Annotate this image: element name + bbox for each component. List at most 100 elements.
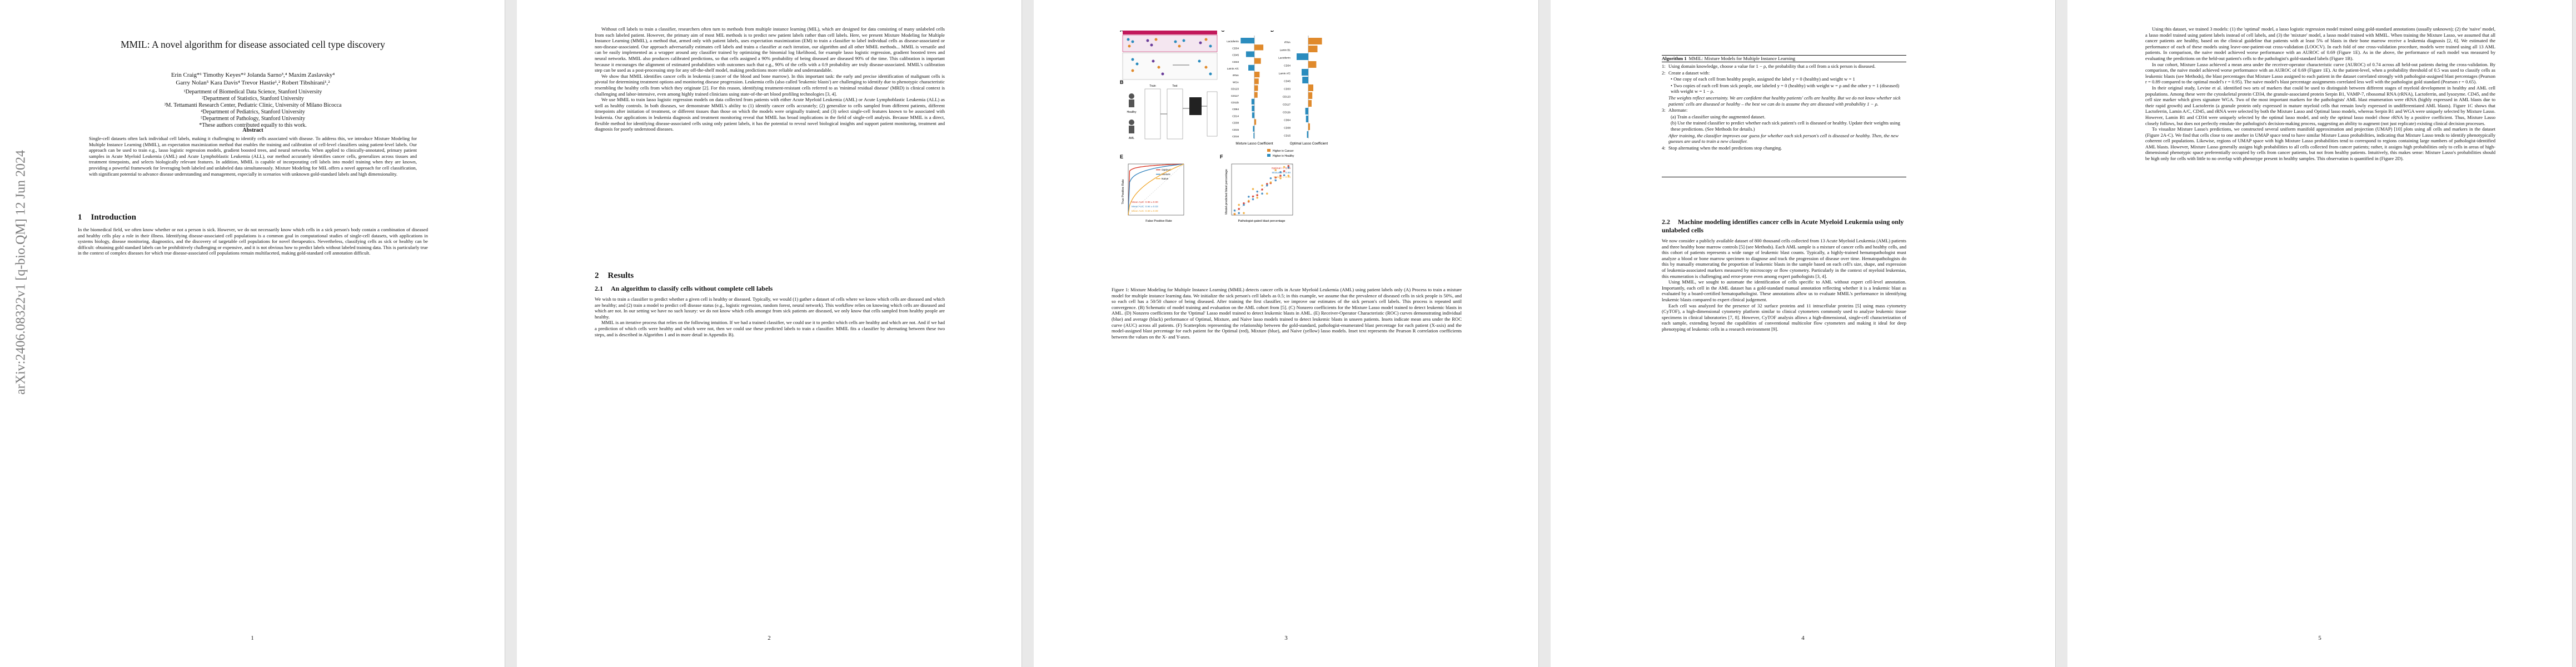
- scatter-point: [1269, 181, 1272, 183]
- aml-results-paragraphs: We now consider a publicly available dat…: [1662, 238, 1906, 332]
- algorithm-substep: (a) Train a classifier using the augment…: [1671, 113, 1766, 120]
- feature-tick-label: Lamin B1: [1280, 49, 1291, 52]
- scatter-correlation-label: Optimal r = 0.95: [1272, 167, 1291, 170]
- equal-contribution-note: *These authors contributed equally to th…: [199, 122, 307, 128]
- panel-label-d: D: [1270, 31, 1274, 33]
- panel-label-b: B: [1120, 79, 1124, 85]
- panel-e-xlabel: False Positive Rate: [1145, 220, 1172, 223]
- page-5: Using this dataset, we trained 3 models:…: [2067, 0, 2573, 667]
- scatter-point: [1248, 196, 1250, 198]
- scatter-point: [1269, 177, 1272, 180]
- page-number: 5: [2318, 635, 2321, 641]
- results-paragraphs: We wish to train a classifier to predict…: [595, 296, 945, 337]
- abstract-heading: Abstract: [242, 127, 263, 133]
- coefficient-bar: [1252, 106, 1254, 112]
- page-2: Without cell labels to train a classifie…: [517, 0, 1022, 667]
- algorithm-note: The weights reflect uncertainty. We are …: [1668, 94, 1901, 107]
- algorithm-step: 3: Alternate:: [1662, 107, 1688, 113]
- panel-a-header-bar: [1123, 31, 1217, 34]
- panel-b-label-train: Train: [1149, 84, 1155, 88]
- panel-b-schematic: Healthy AML Train Test: [1127, 84, 1218, 140]
- paragraph: In our cohort, Mixture Lasso achieved a …: [2145, 61, 2495, 85]
- feature-tick-label: Lactoferrin: [1278, 57, 1291, 59]
- scatter-point: [1261, 192, 1263, 195]
- feature-tick-label: rRNA: [1233, 74, 1239, 77]
- scatter-point: [1274, 169, 1277, 171]
- page-1: arXiv:2406.08322v1 [q-bio.QM] 12 Jun 202…: [0, 0, 505, 667]
- feature-tick-label: CD34: [1284, 64, 1291, 67]
- scatter-point: [1279, 175, 1282, 177]
- panel-cd-legend: Higher in Cancer Higher in Healthy: [1267, 149, 1294, 158]
- paragraph: MMIL is an iterative process that relies…: [595, 320, 945, 337]
- scatter-point: [1266, 184, 1268, 187]
- roc-auc-inset: Mean AUC: 0.94 ± 0.03: [1132, 205, 1158, 208]
- coefficient-bar: [1254, 85, 1258, 91]
- coefficient-bar: [1302, 77, 1308, 83]
- paragraph: We use MMIL to train lasso logistic regr…: [595, 97, 945, 132]
- feature-tick-label: rRNA: [1284, 41, 1291, 44]
- panel-e-ylabel: True Positive Rate: [1122, 179, 1125, 204]
- coefficient-bar: [1308, 46, 1318, 52]
- roc-auc-inset: Mean AUC: 0.69 ± 0.09: [1132, 210, 1158, 212]
- panel-e-roc-chart: Optimal Mean AUC: 0.98 ± 0.00 Mixture Mean …: [1128, 163, 1184, 216]
- panel-f-ylabel: Model-predicted blast percentage: [1225, 169, 1228, 215]
- feature-tick-label: CD34: [1232, 47, 1239, 49]
- algorithm-title: MMIL: Mixture Models for Multiple Instan…: [1688, 56, 1796, 61]
- feature-tick-label: Lamin A/C: [1227, 67, 1239, 70]
- roc-curve-optimal: [1128, 163, 1184, 216]
- feature-tick-label: CD123: [1283, 96, 1291, 98]
- roc-curve-naive: [1128, 163, 1184, 216]
- coefficient-bar: [1308, 100, 1312, 107]
- paragraph: Using MMIL, we sought to automate the id…: [1662, 279, 1906, 302]
- panel-b-label-aml: AML: [1129, 137, 1135, 140]
- feature-tick-label: CD117: [1231, 94, 1239, 97]
- coefficient-bar: [1251, 98, 1254, 104]
- algorithm-step: 4: Stop alternating when the model predic…: [1662, 145, 1782, 151]
- roc-legend-label: Optimal: [1162, 168, 1171, 172]
- scatter-point: [1252, 188, 1254, 190]
- feature-tick-label: CD15: [1284, 135, 1291, 137]
- coefficient-bar: [1308, 38, 1322, 44]
- legend-swatch-healthy: [1267, 154, 1270, 157]
- page-4: Algorithm 1 MMIL: Mixture Models for Mult…: [1551, 0, 2056, 667]
- author-list: Erin Craig*¹ Timothy Keyes*² Jolanda Sar…: [78, 71, 428, 87]
- paragraph: Without cell labels to train a classifie…: [595, 26, 945, 73]
- roc-curve-mixture: [1128, 163, 1184, 216]
- scatter-point: [1279, 171, 1282, 173]
- figure-1: A B Healthy AML Train Test C Lactoferrin…: [1120, 31, 1328, 223]
- algorithm-step: 1: Using domain knowledge, choose a value…: [1662, 63, 1876, 69]
- panel-a-process-box: [1122, 34, 1218, 52]
- scatter-point: [1238, 203, 1240, 206]
- coefficient-bar: [1302, 69, 1308, 76]
- paragraph: We wish to train a classifier to predict…: [595, 296, 945, 320]
- coefficient-bar: [1305, 108, 1308, 115]
- author-line-2: Garry Nolan⁵ Kara Davis⁴ Trevor Hastie¹,…: [176, 79, 330, 86]
- scatter-point: [1283, 170, 1285, 172]
- page-number: 1: [251, 635, 254, 641]
- coefficient-bar: [1254, 119, 1257, 125]
- scatter-point: [1279, 177, 1282, 180]
- coefficient-bar: [1254, 92, 1258, 98]
- intro-continued: Without cell labels to train a classifie…: [595, 26, 945, 132]
- panel-c-xlabel: Mixture Lasso Coefficient: [1235, 142, 1273, 146]
- coefficient-bar: [1252, 112, 1254, 118]
- scatter-point: [1261, 188, 1263, 191]
- paragraph: In the biomedical field, we often know w…: [78, 227, 428, 256]
- panel-c-coefficient-chart: Lactoferrin CD34 CD45 CD33 Lamin A/C rRNA WGA C…: [1227, 36, 1264, 139]
- panel-f-xlabel: Pathologist-gated blast percentage: [1238, 220, 1285, 223]
- arxiv-identifier: arXiv:2406.08322v1 [q-bio.QM] 12 Jun 202…: [13, 150, 28, 395]
- page-number: 4: [1801, 635, 1805, 641]
- scatter-point: [1252, 198, 1254, 201]
- algorithm-note: After training, the classifier improves …: [1668, 132, 1899, 145]
- roc-chance-line: [1128, 163, 1184, 216]
- feature-tick-label: CD45: [1284, 80, 1291, 83]
- coefficient-bar: [1308, 84, 1313, 91]
- feature-tick-label: CD11b: [1231, 101, 1239, 104]
- panel-b-label-healthy: Healthy: [1127, 111, 1137, 114]
- coefficient-bar: [1297, 53, 1308, 60]
- algorithm-bullet: • Two copies of each cell from sick peop…: [1671, 82, 1900, 94]
- subsection-title: An algorithm to classify cells without c…: [611, 285, 773, 292]
- feature-tick-label: CD15: [1232, 128, 1239, 131]
- scatter-point: [1274, 179, 1277, 182]
